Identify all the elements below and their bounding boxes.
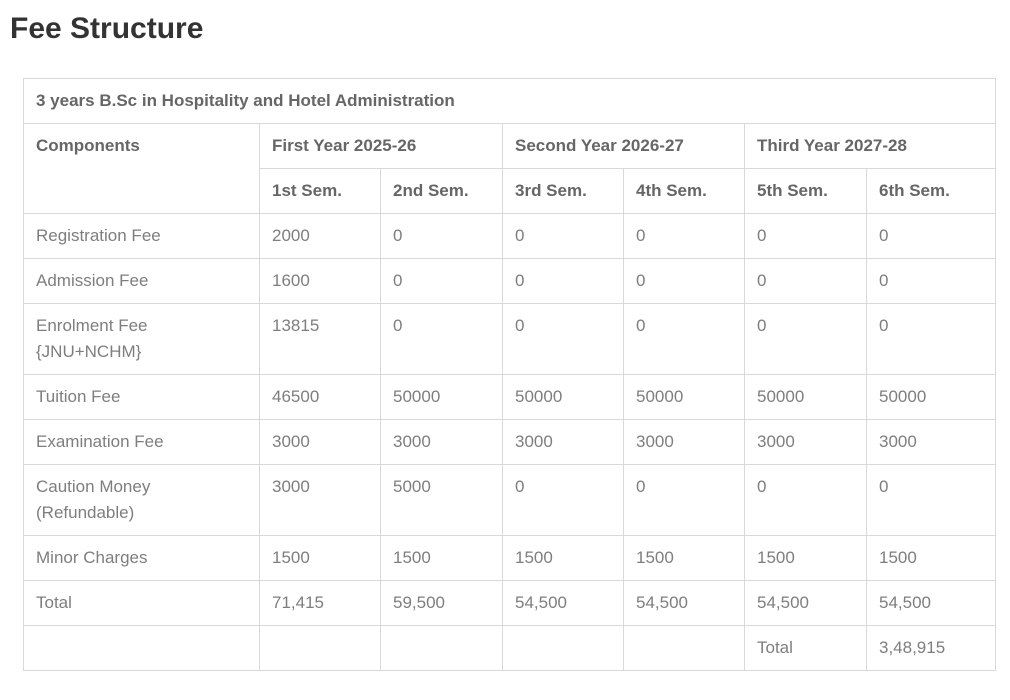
value-cell: 0 xyxy=(744,257,867,304)
value-cell: 59,500 xyxy=(380,579,503,626)
table-row-total: Total 71,415 59,500 54,500 54,500 54,500… xyxy=(23,579,997,626)
empty-cell xyxy=(259,624,381,671)
value-cell: 0 xyxy=(623,463,745,536)
value-cell: 0 xyxy=(502,302,624,375)
value-cell: 0 xyxy=(744,212,867,259)
value-cell: 0 xyxy=(623,257,745,304)
value-cell: 1500 xyxy=(259,534,381,581)
value-cell: 13815 xyxy=(259,302,381,375)
value-cell: 0 xyxy=(380,302,503,375)
table-caption: 3 years B.Sc in Hospitality and Hotel Ad… xyxy=(22,77,997,124)
value-cell: 50000 xyxy=(623,373,745,420)
value-cell: 54,500 xyxy=(502,579,624,626)
value-cell: 0 xyxy=(865,302,997,375)
value-cell: 1600 xyxy=(259,257,381,304)
empty-cell xyxy=(380,624,503,671)
header-sem-6: 6th Sem. xyxy=(865,167,997,214)
header-sem-5: 5th Sem. xyxy=(744,167,867,214)
header-sem-3: 3rd Sem. xyxy=(502,167,624,214)
value-cell: 1500 xyxy=(502,534,624,581)
value-cell: 0 xyxy=(502,257,624,304)
component-cell: Admission Fee xyxy=(23,257,260,304)
table-row-registration-fee: Registration Fee 2000 0 0 0 0 0 xyxy=(23,212,997,259)
value-cell: 71,415 xyxy=(259,579,381,626)
value-cell: 3000 xyxy=(380,418,503,465)
value-cell: 0 xyxy=(744,302,867,375)
table-row-examination-fee: Examination Fee 3000 3000 3000 3000 3000… xyxy=(23,418,997,465)
value-cell: 0 xyxy=(380,212,503,259)
value-cell: 1500 xyxy=(744,534,867,581)
component-cell: Minor Charges xyxy=(23,534,260,581)
value-cell: 50000 xyxy=(380,373,503,420)
table-row-enrolment-fee: Enrolment Fee {JNU+NCHM} 13815 0 0 0 0 0 xyxy=(23,302,997,375)
value-cell: 1500 xyxy=(623,534,745,581)
value-cell: 0 xyxy=(502,463,624,536)
value-cell: 0 xyxy=(865,463,997,536)
empty-cell xyxy=(623,624,745,671)
value-cell: 50000 xyxy=(865,373,997,420)
value-cell: 3000 xyxy=(623,418,745,465)
value-cell: 0 xyxy=(744,463,867,536)
grand-total-row: Total 3,48,915 xyxy=(23,624,997,671)
header-sem-1: 1st Sem. xyxy=(259,167,381,214)
component-cell: Examination Fee xyxy=(23,418,260,465)
value-cell: 0 xyxy=(502,212,624,259)
component-cell: Registration Fee xyxy=(23,212,260,259)
caption-row: 3 years B.Sc in Hospitality and Hotel Ad… xyxy=(22,77,997,124)
table-row-tuition-fee: Tuition Fee 46500 50000 50000 50000 5000… xyxy=(23,373,997,420)
value-cell: 2000 xyxy=(259,212,381,259)
value-cell: 54,500 xyxy=(744,579,867,626)
value-cell: 1500 xyxy=(865,534,997,581)
value-cell: 0 xyxy=(623,302,745,375)
header-third-year: Third Year 2027-28 xyxy=(743,122,997,169)
fee-structure-table: 3 years B.Sc in Hospitality and Hotel Ad… xyxy=(22,77,997,671)
header-components: Components xyxy=(23,122,260,214)
header-row-semesters: 1st Sem. 2nd Sem. 3rd Sem. 4th Sem. 5th … xyxy=(24,167,997,214)
value-cell: 0 xyxy=(623,212,745,259)
component-cell: Enrolment Fee {JNU+NCHM} xyxy=(23,302,260,375)
value-cell: 5000 xyxy=(380,463,503,536)
value-cell: 54,500 xyxy=(865,579,997,626)
empty-cell xyxy=(23,624,260,671)
empty-cell xyxy=(502,624,624,671)
page-title: Fee Structure xyxy=(10,12,204,45)
value-cell: 50000 xyxy=(744,373,867,420)
component-cell: Caution Money (Refundable) xyxy=(23,463,260,536)
value-cell: 3000 xyxy=(259,418,381,465)
value-cell: 54,500 xyxy=(623,579,745,626)
table-row-caution-money: Caution Money (Refundable) 3000 5000 0 0… xyxy=(23,463,997,536)
value-cell: 3000 xyxy=(502,418,624,465)
fee-table-container: 3 years B.Sc in Hospitality and Hotel Ad… xyxy=(22,77,997,671)
value-cell: 0 xyxy=(865,212,997,259)
table-row-admission-fee: Admission Fee 1600 0 0 0 0 0 xyxy=(23,257,997,304)
value-cell: 1500 xyxy=(380,534,503,581)
value-cell: 0 xyxy=(865,257,997,304)
value-cell: 50000 xyxy=(502,373,624,420)
value-cell: 3000 xyxy=(259,463,381,536)
component-cell: Total xyxy=(23,579,260,626)
value-cell: 0 xyxy=(380,257,503,304)
header-second-year: Second Year 2026-27 xyxy=(502,122,745,169)
grand-total-label: Total xyxy=(744,624,867,671)
grand-total-value: 3,48,915 xyxy=(865,624,997,671)
header-row-years: Components First Year 2025-26 Second Yea… xyxy=(23,122,997,214)
value-cell: 3000 xyxy=(865,418,997,465)
table-row-minor-charges: Minor Charges 1500 1500 1500 1500 1500 1… xyxy=(23,534,997,581)
component-cell: Tuition Fee xyxy=(23,373,260,420)
header-first-year: First Year 2025-26 xyxy=(259,122,503,169)
value-cell: 46500 xyxy=(259,373,381,420)
header-sem-2: 2nd Sem. xyxy=(380,167,503,214)
value-cell: 3000 xyxy=(744,418,867,465)
header-sem-4: 4th Sem. xyxy=(623,167,745,214)
